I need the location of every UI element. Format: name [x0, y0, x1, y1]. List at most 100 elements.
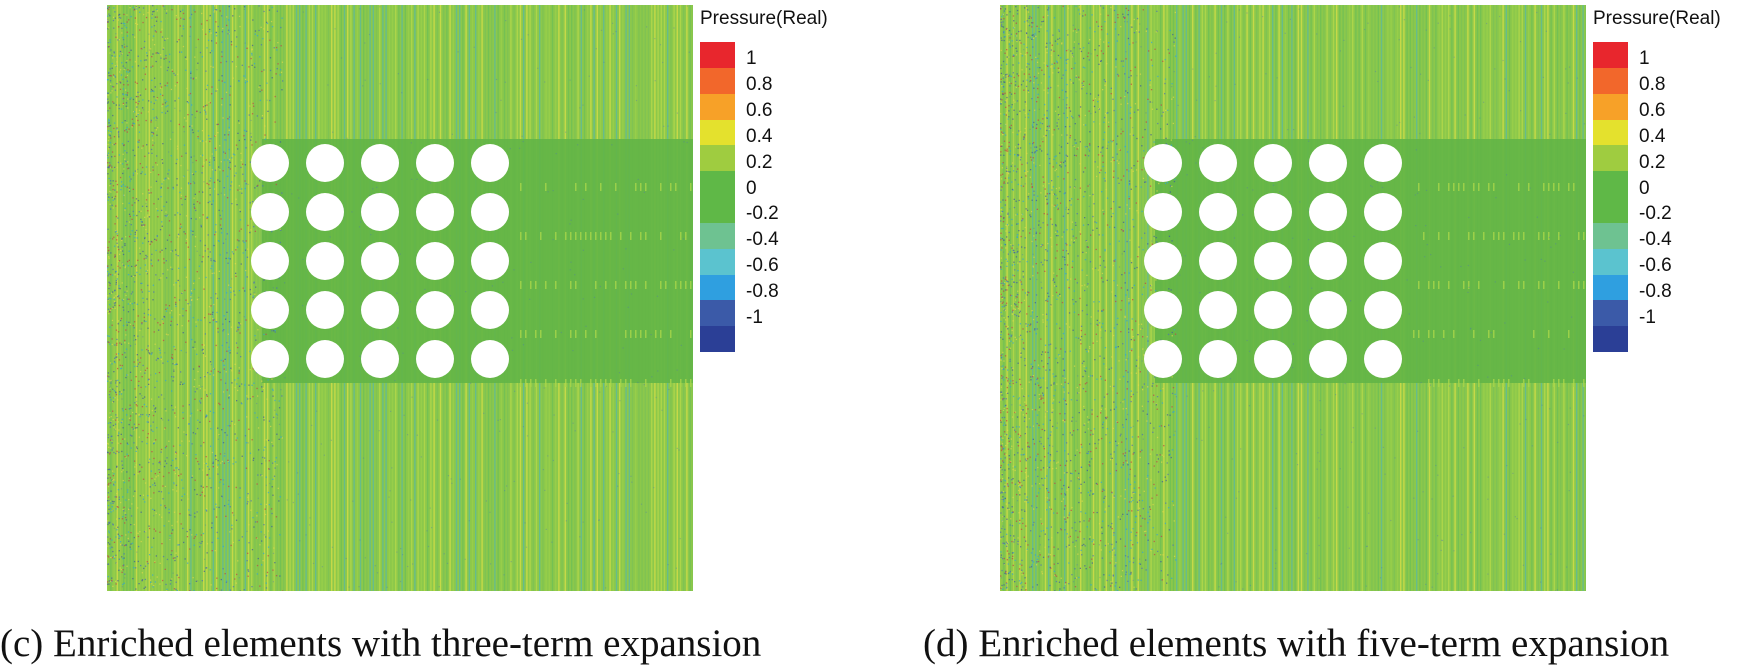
colorbar-tick-label: -0.6 — [1639, 255, 1672, 277]
colorbar-band — [700, 222, 735, 250]
scatterer — [1254, 340, 1292, 378]
scatterer — [1309, 291, 1347, 329]
colorbar-tick-label: -0.2 — [746, 203, 779, 225]
scatterer — [361, 242, 399, 280]
colorbar-band — [700, 326, 735, 353]
scatterer — [1144, 144, 1182, 182]
scatterer — [1144, 340, 1182, 378]
colorbar-band — [700, 93, 735, 120]
colorbar-band — [700, 67, 735, 95]
scatterer — [251, 291, 289, 329]
colorbar-tick-label: -0.2 — [1639, 203, 1672, 225]
scatterer — [361, 144, 399, 182]
colorbar-title: Pressure(Real) — [700, 8, 828, 29]
scatterer — [1364, 144, 1402, 182]
colorbar-tick-label: -0.8 — [746, 280, 779, 302]
scatterer — [416, 144, 454, 182]
scatterer — [1254, 144, 1292, 182]
scatterer — [1309, 193, 1347, 231]
colorbar-band — [1593, 119, 1628, 146]
scatterer — [471, 340, 509, 378]
colorbar-tick-label: 0.6 — [746, 100, 773, 122]
scatterer — [251, 144, 289, 182]
scatterer — [251, 340, 289, 378]
panel-caption: (d) Enriched elements with five-term exp… — [923, 622, 1670, 665]
colorbar-tick-label: -1 — [746, 306, 763, 328]
scatterer — [1364, 193, 1402, 231]
colorbar — [1593, 42, 1628, 353]
colorbar-title: Pressure(Real) — [1593, 8, 1721, 29]
colorbar-band — [1593, 274, 1628, 301]
scatterer — [1309, 144, 1347, 182]
scatterer — [1199, 193, 1237, 231]
scatterer — [1144, 242, 1182, 280]
scatterer — [306, 193, 344, 231]
colorbar-tick-label: 0.6 — [1639, 100, 1666, 122]
scatterer — [416, 242, 454, 280]
colorbar-band — [700, 197, 735, 224]
colorbar-tick-label: 0.4 — [746, 125, 773, 147]
scatterer — [306, 291, 344, 329]
colorbar-band — [700, 42, 735, 69]
colorbar-tick-label: 0.2 — [746, 151, 773, 173]
colorbar-tick-label: 0.8 — [1639, 74, 1666, 96]
panel-c: Pressure(Real) 1 0.8 0.6 0.4 0.2 0 -0.2 -0.4 -0.… — [0, 0, 860, 667]
scatterer — [471, 291, 509, 329]
scatterer — [306, 144, 344, 182]
scatterer — [1199, 340, 1237, 378]
colorbar-band — [1593, 197, 1628, 224]
scatterer — [1254, 242, 1292, 280]
colorbar-band — [700, 248, 735, 275]
scatterer — [1364, 291, 1402, 329]
colorbar-band — [1593, 42, 1628, 69]
scatterer — [361, 193, 399, 231]
colorbar-tick-label: 0 — [1639, 177, 1650, 199]
colorbar-band — [1593, 248, 1628, 275]
colorbar-tick-label: 0.4 — [1639, 125, 1666, 147]
colorbar-band — [1593, 67, 1628, 95]
colorbar-tick-label: 0.8 — [746, 74, 773, 96]
scatterer — [1254, 193, 1292, 231]
colorbar — [700, 42, 735, 353]
scatterer — [1199, 291, 1237, 329]
panel-caption: (c) Enriched elements with three-term ex… — [0, 622, 762, 665]
scatterer — [306, 242, 344, 280]
shadow-fringes — [520, 183, 692, 387]
colorbar-tick-label: 1 — [746, 48, 757, 70]
scatterer — [471, 193, 509, 231]
colorbar-tick-label: -0.4 — [1639, 229, 1672, 251]
scatterer — [361, 340, 399, 378]
colorbar-band — [1593, 93, 1628, 120]
scatterer — [1144, 291, 1182, 329]
scatterer — [361, 291, 399, 329]
scatterer — [416, 193, 454, 231]
scatterer — [1199, 242, 1237, 280]
shadow-fringes — [1413, 183, 1585, 387]
colorbar-tick-label: 0 — [746, 177, 757, 199]
pressure-field-plot — [1000, 5, 1586, 591]
scattering-noise — [1000, 5, 1585, 591]
colorbar-band — [1593, 300, 1628, 327]
scatterer — [1199, 144, 1237, 182]
scatterer — [471, 144, 509, 182]
colorbar-band — [700, 145, 735, 172]
scatterer — [1144, 193, 1182, 231]
scatterer — [1309, 242, 1347, 280]
scatterer — [251, 193, 289, 231]
pressure-field-plot — [107, 5, 693, 591]
colorbar-band — [700, 274, 735, 301]
colorbar-tick-label: -0.8 — [1639, 280, 1672, 302]
scatterer — [306, 340, 344, 378]
scatterer — [416, 340, 454, 378]
panel-d: Pressure(Real) 1 0.8 0.6 0.4 0.2 0 -0.2 -0.4 -0.… — [893, 0, 1753, 667]
colorbar-band — [700, 300, 735, 327]
colorbar-tick-label: 0.2 — [1639, 151, 1666, 173]
colorbar-tick-label: -0.6 — [746, 255, 779, 277]
scatterer — [471, 242, 509, 280]
colorbar-tick-label: -0.4 — [746, 229, 779, 251]
colorbar-tick-label: 1 — [1639, 48, 1650, 70]
colorbar-band — [1593, 171, 1628, 198]
colorbar-band — [1593, 222, 1628, 250]
scatterer — [1364, 242, 1402, 280]
colorbar-band — [1593, 326, 1628, 353]
